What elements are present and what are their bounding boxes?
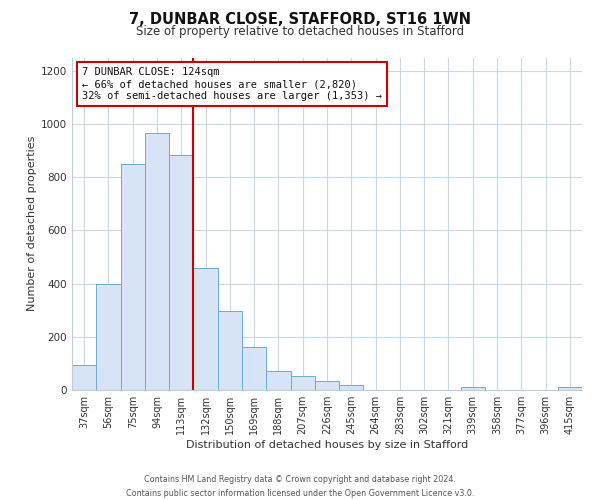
Bar [169,155,193,390]
Bar [290,376,315,390]
Text: Contains HM Land Registry data © Crown copyright and database right 2024.
Contai: Contains HM Land Registry data © Crown c… [126,476,474,498]
Bar [72,364,96,390]
Y-axis label: Number of detached properties: Number of detached properties [27,136,37,312]
Bar [242,348,266,390]
Bar [266,371,290,390]
Text: Size of property relative to detached houses in Stafford: Size of property relative to detached ho… [136,25,464,38]
Bar [315,382,339,390]
Bar [339,385,364,390]
Text: 7 DUNBAR CLOSE: 124sqm
← 66% of detached houses are smaller (2,820)
32% of semi-: 7 DUNBAR CLOSE: 124sqm ← 66% of detached… [82,68,382,100]
Bar [558,388,582,390]
X-axis label: Distribution of detached houses by size in Stafford: Distribution of detached houses by size … [186,440,468,450]
Text: 7, DUNBAR CLOSE, STAFFORD, ST16 1WN: 7, DUNBAR CLOSE, STAFFORD, ST16 1WN [129,12,471,28]
Bar [121,164,145,390]
Bar [96,284,121,390]
Bar [218,311,242,390]
Bar [145,134,169,390]
Bar [461,388,485,390]
Bar [193,268,218,390]
